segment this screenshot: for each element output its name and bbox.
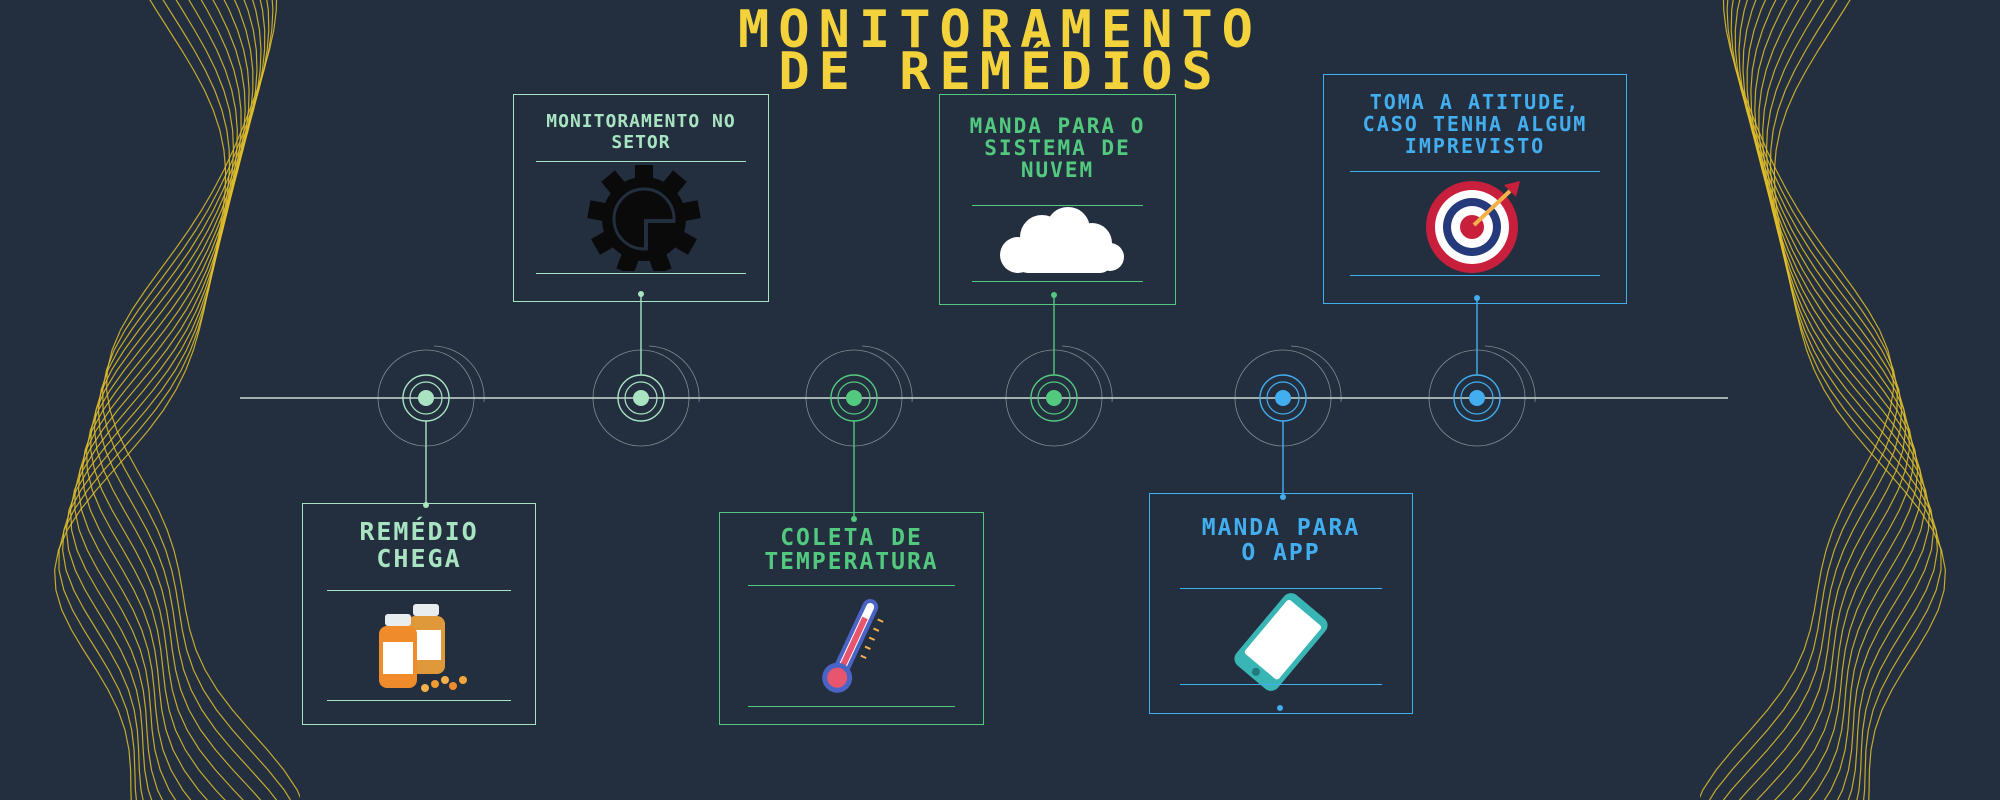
wave-line xyxy=(93,0,266,800)
step-card-monitoramento-no-setor: MONITORAMENTO NO SETOR xyxy=(513,94,769,302)
page-title-line-1: MONITORAMENTO xyxy=(738,0,1262,60)
wave-line xyxy=(1758,0,1931,800)
wave-line xyxy=(1722,0,1903,800)
step-card-manda-para-o-app: MANDA PARA O APP xyxy=(1149,493,1413,714)
target-icon xyxy=(1426,181,1520,273)
node-arc xyxy=(433,345,485,403)
card-separator xyxy=(972,205,1143,206)
wave-line xyxy=(97,0,278,800)
timeline-node-6 xyxy=(1428,295,1536,447)
node-dot xyxy=(1275,390,1291,406)
step-label-remedio-chega: REMÉDIO CHEGA xyxy=(359,517,479,573)
node-dot xyxy=(846,390,862,406)
node-arc xyxy=(861,345,913,403)
step-card-remedio-chega: REMÉDIO CHEGA xyxy=(302,503,536,725)
wave-line xyxy=(74,0,246,800)
node-inner-ring xyxy=(1266,381,1300,415)
step-card-coleta-de-temperatura: COLETA DE TEMPERATURA xyxy=(719,512,984,725)
cloud-icon xyxy=(1000,207,1124,273)
wave-line xyxy=(1765,0,1939,800)
node-inner-ring xyxy=(624,381,658,415)
node-arc xyxy=(1484,345,1536,403)
connector-end-dot xyxy=(1280,494,1286,500)
node-dot xyxy=(633,390,649,406)
card-separator xyxy=(536,273,746,274)
step-card-manda-para-o-sistema-de-nuvem: MANDA PARA O SISTEMA DE NUVEM xyxy=(939,94,1176,305)
card-bottom-dot xyxy=(1277,705,1283,711)
wave-line xyxy=(1773,0,1947,800)
step-label-manda-para-o-sistema-de-nuvem: MANDA PARA O SISTEMA DE NUVEM xyxy=(969,114,1146,182)
left-wave-decoration xyxy=(53,0,300,800)
medicine-bottles-icon xyxy=(379,604,467,692)
wave-line xyxy=(69,0,242,800)
card-separator xyxy=(327,590,511,591)
page-title-line-2: DE REMÉDIOS xyxy=(778,42,1222,102)
connector-end-dot xyxy=(1474,295,1480,301)
node-inner-ring xyxy=(1460,381,1494,415)
timeline-node-4 xyxy=(1005,292,1113,447)
wave-line xyxy=(1700,0,1895,799)
step-card-toma-a-atitude: TOMA A ATITUDE, CASO TENHA ALGUM IMPREVI… xyxy=(1323,74,1627,304)
wave-line xyxy=(1762,0,1935,800)
node-dot xyxy=(418,390,434,406)
node-dot xyxy=(1046,390,1062,406)
card-separator xyxy=(748,585,955,586)
node-inner-ring xyxy=(409,381,443,415)
card-separator xyxy=(1180,588,1382,589)
thermometer-icon xyxy=(822,599,884,693)
card-separator xyxy=(327,700,511,701)
connector-end-dot xyxy=(638,291,644,297)
card-separator xyxy=(972,281,1143,282)
timeline-node-5 xyxy=(1234,345,1342,500)
card-separator xyxy=(536,161,746,162)
wave-line xyxy=(53,0,227,800)
step-label-monitoramento-no-setor: MONITORAMENTO NO SETOR xyxy=(546,111,736,153)
wave-line xyxy=(1769,0,1942,800)
gear-icon xyxy=(587,165,701,271)
card-separator xyxy=(748,706,955,707)
node-dot xyxy=(1469,390,1485,406)
wave-line xyxy=(61,0,235,800)
timeline-node-1 xyxy=(377,345,485,508)
wave-line xyxy=(58,0,231,800)
step-label-manda-para-o-app: MANDA PARA O APP xyxy=(1201,515,1361,566)
right-wave-decoration xyxy=(1700,0,1947,800)
timeline-node-3 xyxy=(805,345,913,522)
wave-line xyxy=(1750,0,1923,800)
node-arc xyxy=(1290,345,1342,403)
node-arc xyxy=(648,345,700,403)
node-inner-ring xyxy=(837,381,871,415)
step-label-toma-a-atitude: TOMA A ATITUDE, CASO TENHA ALGUM IMPREVI… xyxy=(1362,90,1588,158)
node-inner-ring xyxy=(1037,381,1071,415)
card-separator xyxy=(1180,684,1382,685)
smartphone-icon xyxy=(1234,593,1328,691)
card-separator xyxy=(1350,275,1600,276)
timeline-nodes xyxy=(377,291,1536,711)
timeline-node-2 xyxy=(592,291,700,447)
wave-line xyxy=(105,0,300,799)
wave-line xyxy=(1754,0,1926,800)
card-separator xyxy=(1350,171,1600,172)
connector-end-dot xyxy=(851,516,857,522)
wave-line xyxy=(65,0,238,800)
node-arc xyxy=(1061,345,1113,403)
connector-end-dot xyxy=(1051,292,1057,298)
wave-line xyxy=(1734,0,1907,800)
step-label-coleta-de-temperatura: COLETA DE TEMPERATURA xyxy=(764,525,939,575)
wave-line xyxy=(77,0,250,800)
wave-line xyxy=(1708,0,1898,800)
wave-line xyxy=(102,0,292,800)
